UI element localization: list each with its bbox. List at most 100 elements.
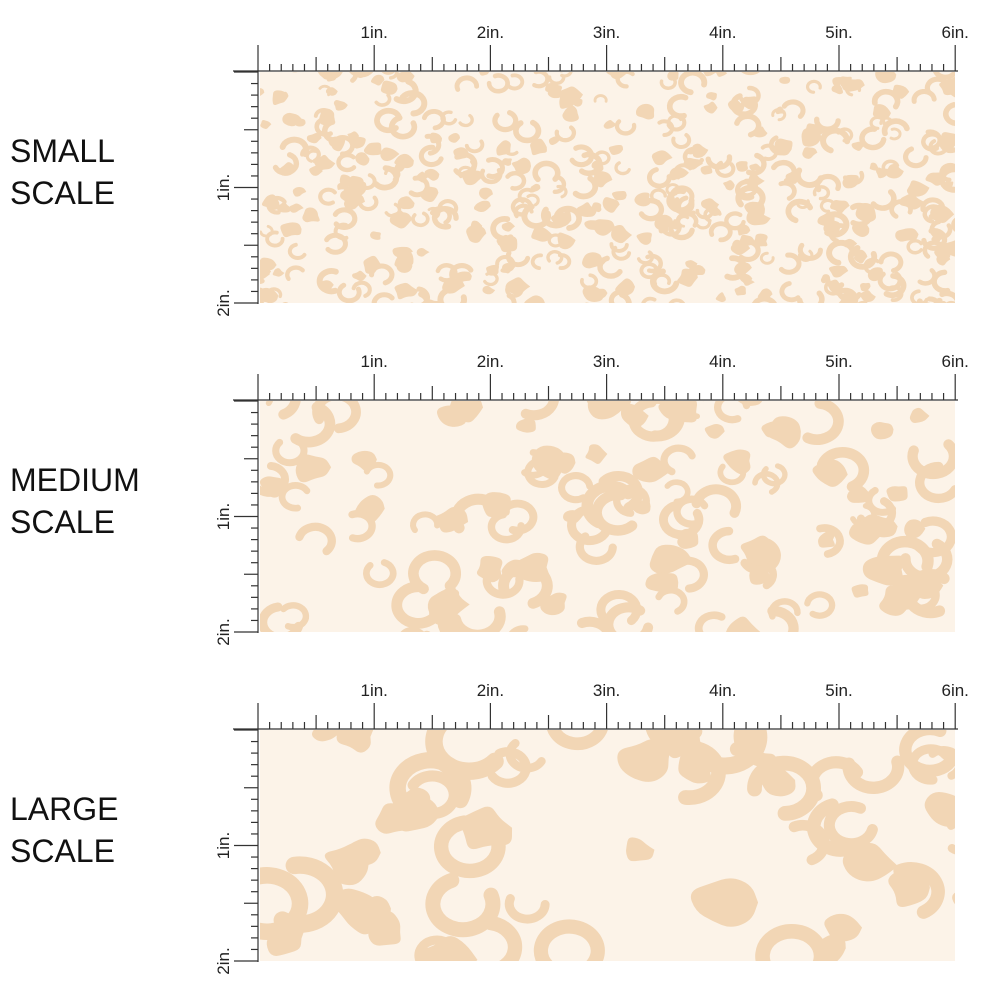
spot [336,730,374,753]
rosette [687,730,760,757]
rosette [388,72,399,80]
spot [394,282,419,300]
spot [548,136,560,146]
rosette [396,262,413,273]
rosette [609,242,629,253]
spot [478,72,489,76]
spot [389,212,413,229]
rosette [752,471,781,495]
spot [829,199,850,214]
spot [559,72,564,73]
rosette [521,449,550,479]
rosette [649,268,680,295]
rosette [510,197,533,217]
rosette [351,280,372,298]
spot [575,202,598,217]
rosette [487,747,531,788]
spot [260,88,265,96]
rosette [796,290,825,303]
rosette [871,88,901,110]
spot [842,842,898,882]
spot [746,208,771,226]
spot [620,403,649,429]
spot [626,837,655,862]
rosette [636,250,655,265]
spot [351,450,377,472]
spot [608,145,624,155]
rosette [425,872,501,938]
rosette [569,144,595,168]
rosette [646,167,672,189]
rosette [751,296,777,303]
spot [595,257,606,267]
rosette [668,298,685,303]
spot [855,202,877,223]
rosette [694,611,726,632]
scale-label: SMALL [10,133,115,169]
rosette [266,195,287,215]
rosette [575,532,617,565]
ruler-label: 2in. [477,352,504,371]
rosette [778,252,802,275]
rosette [324,232,348,255]
spot [502,262,516,274]
spot [531,226,553,242]
rosette [805,79,822,94]
spot [491,307,508,317]
rosette [591,489,638,536]
spot [768,416,801,449]
rosette [823,801,878,850]
rosette [614,161,631,176]
spot [324,843,371,886]
rosette [929,219,953,240]
rosette [657,119,675,137]
leopard-pattern [260,72,955,317]
rosette [705,154,733,170]
rosette [947,76,955,98]
rosette [847,244,878,270]
rosette [859,126,887,151]
rosette [750,605,799,632]
spot [340,185,363,205]
scale-label: SCALE [10,175,115,211]
rosette [492,110,519,133]
rosette [802,401,844,445]
rosette [513,119,542,144]
ruler [233,374,958,633]
ruler-label: 1in. [214,832,233,859]
spot [802,147,818,159]
rosette [418,144,444,168]
spot [827,279,844,294]
rosette [437,199,459,215]
rosette [674,556,708,593]
spot [847,485,871,503]
rosette [655,586,688,615]
spot [347,131,360,142]
rosette [703,206,722,223]
rosette [572,175,599,200]
rosette [943,101,955,126]
spot [591,288,608,299]
rosette [260,602,304,632]
rosette [272,438,308,467]
rosette [429,599,451,626]
rosette [505,171,527,191]
rosette [554,125,577,143]
spot [820,274,831,284]
rosette [560,72,573,78]
spot [545,83,558,94]
spot [586,401,614,412]
ruler-label: 2in. [214,289,233,316]
rosette [746,152,767,176]
rosette [603,602,654,632]
rosette [666,188,695,213]
spot [841,238,858,248]
rosette [408,175,430,198]
rosette [333,222,349,241]
rosette [505,281,524,298]
spot [511,552,550,582]
rosette [804,591,836,619]
rosette [558,472,594,504]
spot [651,150,673,166]
spot [875,72,897,84]
